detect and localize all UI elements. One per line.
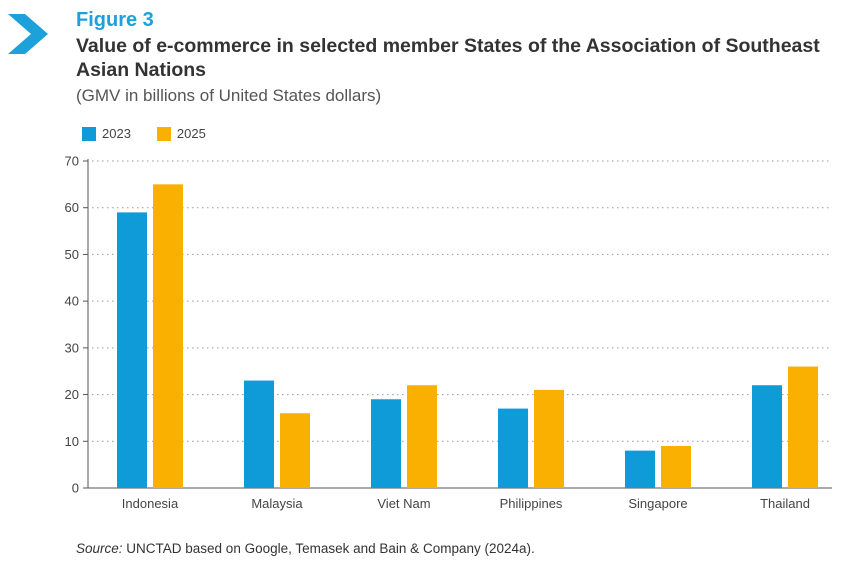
legend-item-2025: 2025 — [156, 126, 206, 141]
legend-swatch-2023 — [82, 126, 96, 141]
chart-subtitle: (GMV in billions of United States dollar… — [76, 86, 382, 105]
figure-label: Figure 3 — [76, 9, 154, 31]
x-tick-label-thailand: Thailand — [760, 496, 810, 511]
bar-philippines-2023 — [498, 408, 528, 488]
y-tick-label-0: 0 — [72, 481, 79, 496]
bar-singapore-2023 — [625, 450, 655, 488]
source-note: Source: UNCTAD based on Google, Temasek … — [76, 541, 535, 556]
y-tick-label-20: 20 — [65, 387, 79, 402]
legend-label-2025: 2025 — [176, 126, 206, 141]
chevron-right-icon — [8, 14, 48, 54]
source-text: UNCTAD based on Google, Temasek and Bain… — [122, 541, 535, 556]
y-tick-label-50: 50 — [65, 247, 79, 262]
x-tick-label-singapore: Singapore — [628, 496, 687, 511]
x-tick-label-philippines: Philippines — [500, 496, 563, 511]
y-tick-label-40: 40 — [65, 294, 79, 309]
bar-viet-nam-2025 — [407, 385, 437, 488]
x-tick-label-indonesia: Indonesia — [122, 496, 179, 511]
bar-indonesia-2023 — [117, 212, 147, 488]
legend: 2023 2025 — [82, 126, 206, 141]
y-tick-label-60: 60 — [65, 200, 79, 215]
legend-swatch-2025 — [156, 126, 171, 141]
y-tick-label-10: 10 — [65, 434, 79, 449]
bar-thailand-2025 — [788, 366, 818, 488]
y-tick-label-70: 70 — [65, 154, 79, 169]
x-tick-label-malaysia: Malaysia — [251, 496, 303, 511]
bar-viet-nam-2023 — [371, 399, 401, 488]
bar-philippines-2025 — [534, 389, 564, 488]
bar-malaysia-2025 — [280, 413, 310, 488]
legend-label-2023: 2023 — [102, 126, 131, 141]
y-tick-label-30: 30 — [65, 340, 79, 355]
bar-singapore-2025 — [661, 445, 691, 488]
legend-item-2023: 2023 — [82, 126, 131, 141]
source-prefix: Source: — [76, 541, 123, 556]
bar-malaysia-2023 — [244, 380, 274, 488]
x-tick-label-viet-nam: Viet Nam — [377, 496, 430, 511]
chart-title: Value of e-commerce in selected member S… — [76, 35, 820, 81]
bar-thailand-2023 — [752, 385, 782, 488]
bar-indonesia-2025 — [153, 184, 183, 488]
